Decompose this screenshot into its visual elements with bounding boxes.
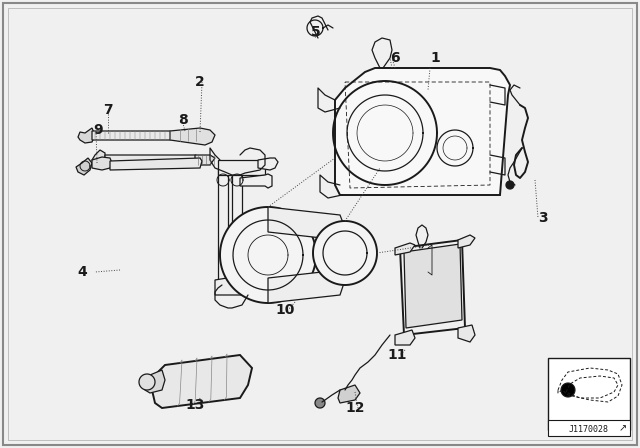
Polygon shape [215, 275, 248, 295]
Polygon shape [142, 370, 165, 393]
Text: 5: 5 [311, 25, 321, 39]
Polygon shape [395, 330, 415, 345]
Text: 8: 8 [178, 113, 188, 127]
Text: 12: 12 [345, 401, 365, 415]
Polygon shape [338, 385, 360, 403]
Text: 2: 2 [195, 75, 205, 89]
Bar [548, 420, 630, 436]
Polygon shape [458, 235, 475, 248]
Text: 3: 3 [538, 211, 548, 225]
Polygon shape [220, 207, 316, 303]
Text: 10: 10 [275, 303, 294, 317]
Polygon shape [268, 207, 345, 240]
Polygon shape [105, 155, 200, 165]
Polygon shape [110, 158, 202, 170]
Polygon shape [335, 68, 510, 195]
Polygon shape [313, 221, 377, 285]
Polygon shape [152, 355, 252, 408]
Text: 6: 6 [390, 51, 399, 65]
Polygon shape [240, 174, 272, 188]
Polygon shape [92, 157, 112, 170]
Polygon shape [195, 155, 215, 165]
Text: 7: 7 [103, 103, 113, 117]
Polygon shape [395, 243, 415, 255]
Polygon shape [506, 181, 514, 189]
Polygon shape [92, 131, 172, 140]
Polygon shape [170, 128, 215, 145]
Polygon shape [78, 128, 95, 143]
Polygon shape [92, 150, 105, 168]
Text: 9: 9 [93, 123, 102, 137]
Text: ↗: ↗ [619, 423, 627, 433]
Polygon shape [561, 383, 575, 397]
Polygon shape [258, 158, 278, 170]
Polygon shape [76, 158, 92, 175]
Polygon shape [218, 160, 265, 175]
Text: J1170028: J1170028 [569, 426, 609, 435]
Text: 13: 13 [186, 398, 205, 412]
Polygon shape [400, 240, 465, 335]
Polygon shape [139, 374, 155, 390]
Text: 1: 1 [430, 51, 440, 65]
Polygon shape [458, 325, 475, 342]
Text: 11: 11 [387, 348, 407, 362]
Polygon shape [268, 270, 345, 303]
Bar [548, 358, 630, 430]
Polygon shape [232, 168, 242, 290]
Polygon shape [218, 168, 228, 290]
Polygon shape [315, 398, 325, 408]
Text: 4: 4 [77, 265, 87, 279]
Polygon shape [404, 244, 462, 328]
